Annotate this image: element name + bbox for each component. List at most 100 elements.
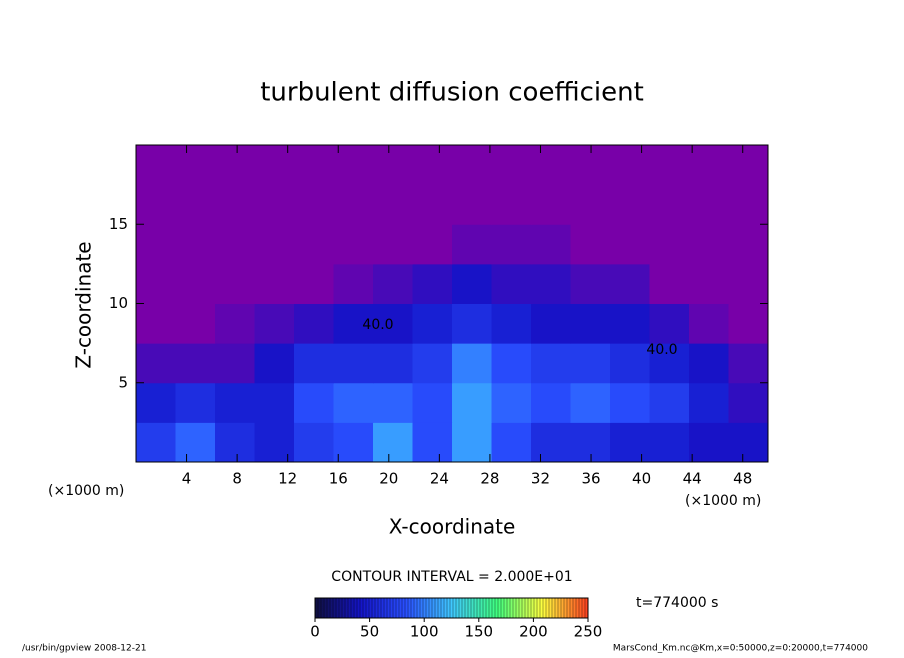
colorbar-tick-label: 150: [464, 623, 493, 641]
field-cell: [373, 224, 413, 265]
contour-label: 40.0: [646, 342, 677, 358]
field-cell: [333, 382, 374, 423]
field-cell: [689, 145, 729, 186]
field-cell: [491, 422, 532, 463]
x-tick-label: 40: [632, 470, 651, 488]
field-cell: [254, 382, 295, 423]
field-cell: [175, 145, 216, 186]
field-cell: [452, 303, 492, 344]
field-cell: [412, 303, 453, 344]
field-cell: [570, 382, 611, 423]
field-cell: [333, 303, 374, 344]
field-cell: [649, 263, 690, 304]
field-cell: [136, 382, 176, 423]
field-cell: [373, 184, 413, 225]
field-cell: [136, 422, 176, 463]
field-cell: [215, 184, 255, 225]
field-cell: [333, 263, 374, 304]
field-cell: [570, 184, 611, 225]
field-cell: [570, 224, 611, 265]
field-cell: [215, 145, 255, 186]
x-tick-label: 8: [232, 470, 242, 488]
field-cell: [610, 343, 650, 384]
colorbar-tick-label: 250: [574, 623, 603, 641]
field-cell: [294, 343, 334, 384]
field-cell: [491, 382, 532, 423]
y-tick-label: 5: [118, 373, 128, 391]
x-tick-label: 16: [329, 470, 348, 488]
field-cell: [254, 184, 295, 225]
x-tick-label: 12: [278, 470, 297, 488]
field-cell: [610, 224, 650, 265]
field-cell: [175, 224, 216, 265]
field-cell: [412, 343, 453, 384]
x-tick-label: 28: [480, 470, 499, 488]
field-cell: [412, 422, 453, 463]
x-unit-right: (×1000 m): [685, 493, 761, 509]
field-cell: [728, 382, 769, 423]
field-cell: [294, 224, 334, 265]
field-cell: [373, 263, 413, 304]
field-cell: [689, 422, 729, 463]
field-cell: [373, 343, 413, 384]
chart-title: turbulent diffusion coefficient: [260, 78, 644, 108]
field-cell: [689, 343, 729, 384]
field-cell: [728, 343, 769, 384]
field-cell: [610, 382, 650, 423]
contour-interval: CONTOUR INTERVAL = 2.000E+01: [331, 569, 572, 585]
field-cell: [412, 145, 453, 186]
footer-right: MarsCond_Km.nc@Km,x=0:50000,z=0:20000,t=…: [613, 644, 868, 654]
field-cell: [610, 303, 650, 344]
field-cell: [215, 422, 255, 463]
field-cell: [136, 303, 176, 344]
field-cell: [610, 422, 650, 463]
field-cell: [412, 224, 453, 265]
field-cell: [333, 145, 374, 186]
x-tick-label: 48: [733, 470, 752, 488]
field-cell: [649, 343, 690, 384]
field-cell: [175, 263, 216, 304]
field-cell: [294, 422, 334, 463]
field-cell: [175, 184, 216, 225]
field-cell: [570, 303, 611, 344]
field-cell: [531, 263, 571, 304]
time-label: t=774000 s: [636, 595, 718, 611]
field-cell: [452, 145, 492, 186]
field-cell: [728, 263, 769, 304]
colorbar-tick-label: 0: [310, 623, 320, 641]
field-cell: [136, 184, 176, 225]
field-cell: [531, 343, 571, 384]
field-cell: [136, 224, 176, 265]
field-cell: [254, 343, 295, 384]
field-cell: [373, 422, 413, 463]
x-tick-label: 36: [581, 470, 600, 488]
field-cell: [452, 343, 492, 384]
field-cell: [491, 184, 532, 225]
field-cell: [531, 184, 571, 225]
x-tick-label: 4: [182, 470, 192, 488]
field-cell: [728, 422, 769, 463]
field-cell: [570, 263, 611, 304]
contour-label: 40.0: [362, 317, 393, 333]
field-cell: [215, 303, 255, 344]
x-tick-label: 44: [683, 470, 702, 488]
field-cell: [570, 343, 611, 384]
field-cell: [491, 145, 532, 186]
field-cell: [649, 422, 690, 463]
field-cell: [294, 145, 334, 186]
x-tick-label: 24: [430, 470, 449, 488]
field-cell: [610, 263, 650, 304]
field-cell: [294, 303, 334, 344]
footer-left: /usr/bin/gpview 2008-12-21: [22, 644, 146, 654]
field-cell: [491, 224, 532, 265]
field-cell: [136, 263, 176, 304]
field-cell: [254, 263, 295, 304]
field-cell: [570, 145, 611, 186]
field-cell: [452, 263, 492, 304]
field-cell: [136, 145, 176, 186]
field-cell: [254, 224, 295, 265]
field-cell: [689, 184, 729, 225]
y-axis-label: Z-coordinate: [72, 241, 96, 368]
field-cell: [412, 382, 453, 423]
field-cell: [294, 382, 334, 423]
